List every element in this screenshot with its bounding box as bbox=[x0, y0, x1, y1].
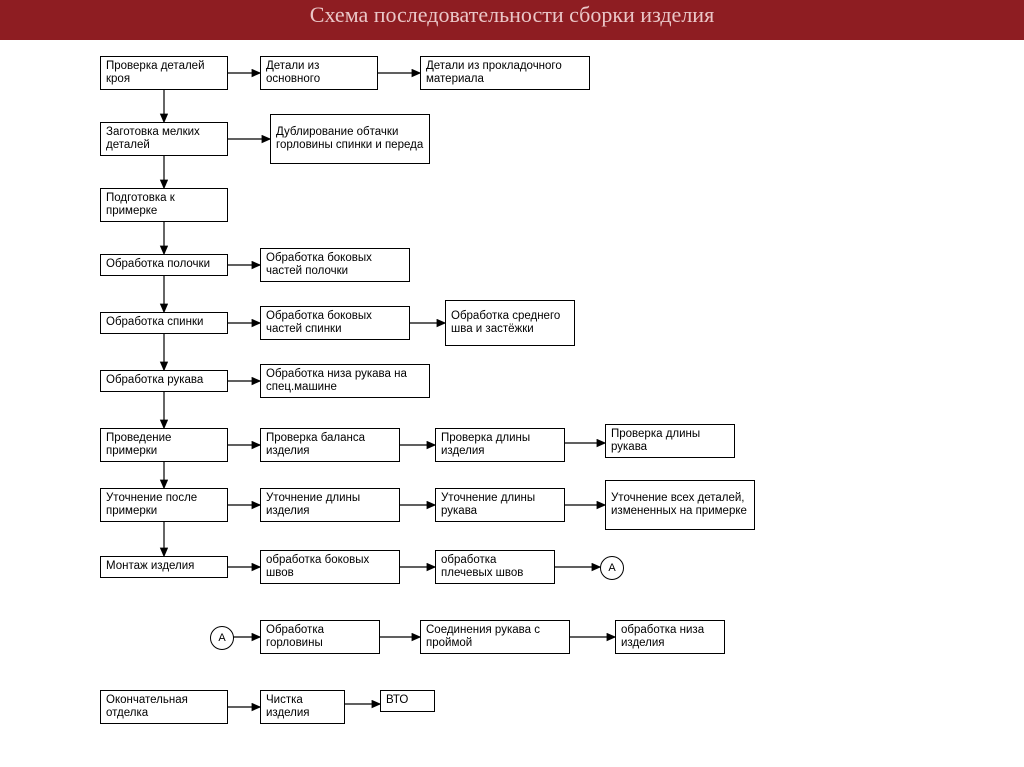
flow-node-n_prep: Заготовка мелких деталей bbox=[100, 122, 228, 156]
flow-node-n_bottom: обработка низа изделия bbox=[615, 620, 725, 654]
flow-node-n_asm: Монтаж изделия bbox=[100, 556, 228, 578]
flow-node-n_pad: Детали из прокладочного материала bbox=[420, 56, 590, 90]
flow-node-n_dub: Дублирование обтачки горловины спинки и … bbox=[270, 114, 430, 164]
flow-node-n_adj_sl: Уточнение длины рукава bbox=[435, 488, 565, 522]
connector-circle-c_a1: A bbox=[600, 556, 624, 580]
flow-node-n_vto: ВТО bbox=[380, 690, 435, 712]
flow-node-n_sh: обработка плечевых швов bbox=[435, 550, 555, 584]
flow-node-n_sleeve: Обработка рукава bbox=[100, 370, 228, 392]
flow-node-n_back_s: Обработка боковых частей спинки bbox=[260, 306, 410, 340]
flow-node-n_side: обработка боковых швов bbox=[260, 550, 400, 584]
connector-circle-c_a2: A bbox=[210, 626, 234, 650]
page-title: Схема последовательности сборки изделия bbox=[310, 2, 714, 27]
title-bar: Схема последовательности сборки изделия bbox=[0, 0, 1024, 40]
flow-node-n_clean: Чистка изделия bbox=[260, 690, 345, 724]
flow-node-n_back: Обработка спинки bbox=[100, 312, 228, 334]
flow-node-n_front_s: Обработка боковых частей полочки bbox=[260, 248, 410, 282]
flow-node-n_mid: Обработка среднего шва и застёжки bbox=[445, 300, 575, 346]
flow-node-n_join: Соединения рукава с проймой bbox=[420, 620, 570, 654]
flow-node-n_fin: Окончательная отделка bbox=[100, 690, 228, 724]
flow-node-n_sl_len: Проверка длины рукава bbox=[605, 424, 735, 458]
flow-node-n_adj_all: Уточнение всех деталей, измененных на пр… bbox=[605, 480, 755, 530]
flow-node-n_fit_prep: Подготовка к примерке bbox=[100, 188, 228, 222]
flow-node-n_check: Проверка деталей кроя bbox=[100, 56, 228, 90]
flow-node-n_neck: Обработка горловины bbox=[260, 620, 380, 654]
flow-node-n_adj_len: Уточнение длины изделия bbox=[260, 488, 400, 522]
flow-node-n_front: Обработка полочки bbox=[100, 254, 228, 276]
flow-node-n_len: Проверка длины изделия bbox=[435, 428, 565, 462]
flow-node-n_try: Проведение примерки bbox=[100, 428, 228, 462]
flow-node-n_adj: Уточнение после примерки bbox=[100, 488, 228, 522]
flow-node-n_main: Детали из основного bbox=[260, 56, 378, 90]
flowchart-canvas: Проверка деталей кроя Детали из основного… bbox=[0, 40, 1024, 767]
flow-node-n_sl_bot: Обработка низа рукава на спец.машине bbox=[260, 364, 430, 398]
flow-node-n_bal: Проверка баланса изделия bbox=[260, 428, 400, 462]
